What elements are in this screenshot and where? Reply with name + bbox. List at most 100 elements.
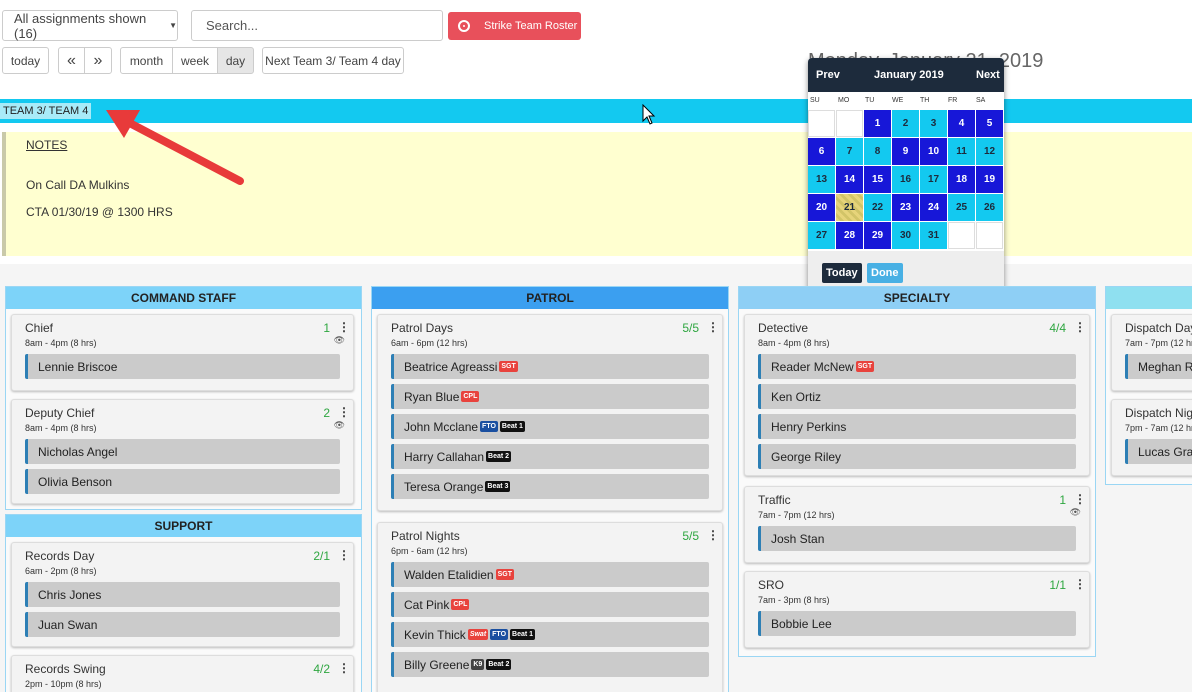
caret-down-icon: ▼	[169, 21, 177, 30]
empty-date-cell	[836, 110, 863, 137]
date-cell[interactable]: 8	[864, 138, 891, 165]
kebab-menu-icon[interactable]: ⋮	[338, 548, 350, 562]
kebab-menu-icon[interactable]: ⋮	[1074, 492, 1086, 506]
date-cell[interactable]: 23	[892, 194, 919, 221]
person-row[interactable]: Henry Perkins	[758, 414, 1076, 439]
kebab-menu-icon[interactable]: ⋮	[707, 320, 719, 334]
assignment-card[interactable]: Deputy Chief 8am - 4pm (8 hrs) 2 ⋮ 👁 Nicholas…	[11, 399, 354, 504]
datepicker-done-button[interactable]: Done	[867, 263, 903, 283]
kebab-menu-icon[interactable]: ⋮	[707, 528, 719, 542]
assignment-card[interactable]: Dispatch Days 7am - 7pm (12 hrs) Meghan Ri…	[1111, 314, 1192, 391]
date-cell[interactable]: 21	[836, 194, 863, 221]
date-cell[interactable]: 7	[836, 138, 863, 165]
card-title: Traffic	[758, 493, 791, 507]
person-row[interactable]: Walden Etalidien SGT	[391, 562, 709, 587]
person-row[interactable]: Olivia Benson	[25, 469, 340, 494]
kebab-menu-icon[interactable]: ⋮	[338, 661, 350, 675]
date-cell[interactable]: 15	[864, 166, 891, 193]
person-row[interactable]: Josh Stan	[758, 526, 1076, 551]
date-cell[interactable]: 16	[892, 166, 919, 193]
date-cell[interactable]: 20	[808, 194, 835, 221]
date-cell[interactable]: 13	[808, 166, 835, 193]
kebab-menu-icon[interactable]: ⋮	[1074, 577, 1086, 591]
person-row[interactable]: Billy Greene K9 Beat 2	[391, 652, 709, 677]
datepicker-today-button[interactable]: Today	[822, 263, 862, 283]
assignment-card[interactable]: Detective 8am - 4pm (8 hrs) 4/4 ⋮ Reader McN…	[744, 314, 1090, 476]
person-row[interactable]: Bobbie Lee	[758, 611, 1076, 636]
person-row[interactable]: Beatrice Agreassi SGT	[391, 354, 709, 379]
assignment-card[interactable]: Patrol Nights 6pm - 6am (12 hrs) 5/5 ⋮ Walde…	[377, 522, 723, 692]
next-team-button[interactable]: Next Team 3/ Team 4 day	[262, 47, 404, 74]
person-name: Teresa Orange	[404, 479, 484, 494]
search-input[interactable]	[191, 10, 443, 41]
date-cell[interactable]: 22	[864, 194, 891, 221]
person-row[interactable]: Meghan Rid	[1125, 354, 1192, 379]
person-row[interactable]: Lucas Gray	[1125, 439, 1192, 464]
person-row[interactable]: Lennie Briscoe	[25, 354, 340, 379]
person-row[interactable]: John Mcclane FTO Beat 1	[391, 414, 709, 439]
date-cell[interactable]: 6	[808, 138, 835, 165]
date-cell[interactable]: 19	[976, 166, 1003, 193]
view-week-button[interactable]: week	[172, 47, 218, 74]
assignment-card[interactable]: Records Swing 2pm - 10pm (8 hrs) 4/2 ⋮	[11, 655, 354, 692]
person-row[interactable]: Teresa Orange Beat 3	[391, 474, 709, 499]
view-day-button[interactable]: day	[217, 47, 254, 74]
kebab-menu-icon[interactable]: ⋮	[338, 320, 350, 334]
date-cell[interactable]: 2	[892, 110, 919, 137]
datepicker-next-button[interactable]: Next	[976, 69, 1000, 81]
empty-date-cell	[808, 110, 835, 137]
date-cell[interactable]: 31	[920, 222, 947, 249]
person-name: Harry Callahan	[404, 449, 485, 464]
date-cell[interactable]: 29	[864, 222, 891, 249]
assignment-card[interactable]: Chief 8am - 4pm (8 hrs) 1 ⋮ 👁 Lennie Briscoe	[11, 314, 354, 391]
person-row[interactable]: Harry Callahan Beat 2	[391, 444, 709, 469]
date-cell[interactable]: 25	[948, 194, 975, 221]
strike-team-roster-button[interactable]: Strike Team Roster	[448, 12, 581, 40]
date-cell[interactable]: 11	[948, 138, 975, 165]
datepicker-prev-button[interactable]: Prev	[816, 69, 840, 81]
person-row[interactable]: George Riley	[758, 444, 1076, 469]
notes-line: CTA 01/30/19 @ 1300 HRS	[26, 205, 173, 219]
person-name: Lucas Gray	[1138, 444, 1192, 459]
person-row[interactable]: Ken Ortiz	[758, 384, 1076, 409]
person-row[interactable]: Kevin Thick Swat FTO Beat 1	[391, 622, 709, 647]
date-cell[interactable]: 10	[920, 138, 947, 165]
assignment-filter-select[interactable]: All assignments shown (16) ▼	[2, 10, 178, 41]
assignment-card[interactable]: Dispatch Nigh 7pm - 7am (12 hrs) Lucas Gra…	[1111, 399, 1192, 476]
date-cell[interactable]: 24	[920, 194, 947, 221]
date-cell[interactable]: 3	[920, 110, 947, 137]
empty-date-cell	[976, 222, 1003, 249]
card-hours: 8am - 4pm (8 hrs)	[25, 423, 97, 433]
date-cell[interactable]: 4	[948, 110, 975, 137]
assignment-card[interactable]: Patrol Days 6am - 6pm (12 hrs) 5/5 ⋮ Beatric…	[377, 314, 723, 511]
person-name: Bobbie Lee	[771, 616, 832, 631]
person-name: Ryan Blue	[404, 389, 460, 404]
view-month-button[interactable]: month	[120, 47, 173, 74]
kebab-menu-icon[interactable]: ⋮	[1074, 320, 1086, 334]
person-name: Nicholas Angel	[38, 444, 118, 459]
person-row[interactable]: Cat Pink CPL	[391, 592, 709, 617]
date-cell[interactable]: 12	[976, 138, 1003, 165]
assignment-card[interactable]: Traffic 7am - 7pm (12 hrs) 1 ⋮ 👁 Josh Stan	[744, 486, 1090, 563]
person-row[interactable]: Juan Swan	[25, 612, 340, 637]
date-cell[interactable]: 28	[836, 222, 863, 249]
next-day-button[interactable]: »	[84, 47, 112, 74]
date-cell[interactable]: 27	[808, 222, 835, 249]
assignment-card[interactable]: Records Day 6am - 2pm (8 hrs) 2/1 ⋮ Chris Jo…	[11, 542, 354, 647]
prev-day-button[interactable]: «	[58, 47, 85, 74]
assignment-card[interactable]: SRO 7am - 3pm (8 hrs) 1/1 ⋮ Bobbie Lee	[744, 571, 1090, 648]
date-cell[interactable]: 5	[976, 110, 1003, 137]
date-cell[interactable]: 26	[976, 194, 1003, 221]
person-row[interactable]: Reader McNew SGT	[758, 354, 1076, 379]
person-row[interactable]: Chris Jones	[25, 582, 340, 607]
date-cell[interactable]: 30	[892, 222, 919, 249]
date-cell[interactable]: 9	[892, 138, 919, 165]
person-row[interactable]: Ryan Blue CPL	[391, 384, 709, 409]
today-button[interactable]: today	[2, 47, 49, 74]
date-cell[interactable]: 18	[948, 166, 975, 193]
date-cell[interactable]: 17	[920, 166, 947, 193]
kebab-menu-icon[interactable]: ⋮	[338, 405, 350, 419]
person-row[interactable]: Nicholas Angel	[25, 439, 340, 464]
date-cell[interactable]: 14	[836, 166, 863, 193]
date-cell[interactable]: 1	[864, 110, 891, 137]
